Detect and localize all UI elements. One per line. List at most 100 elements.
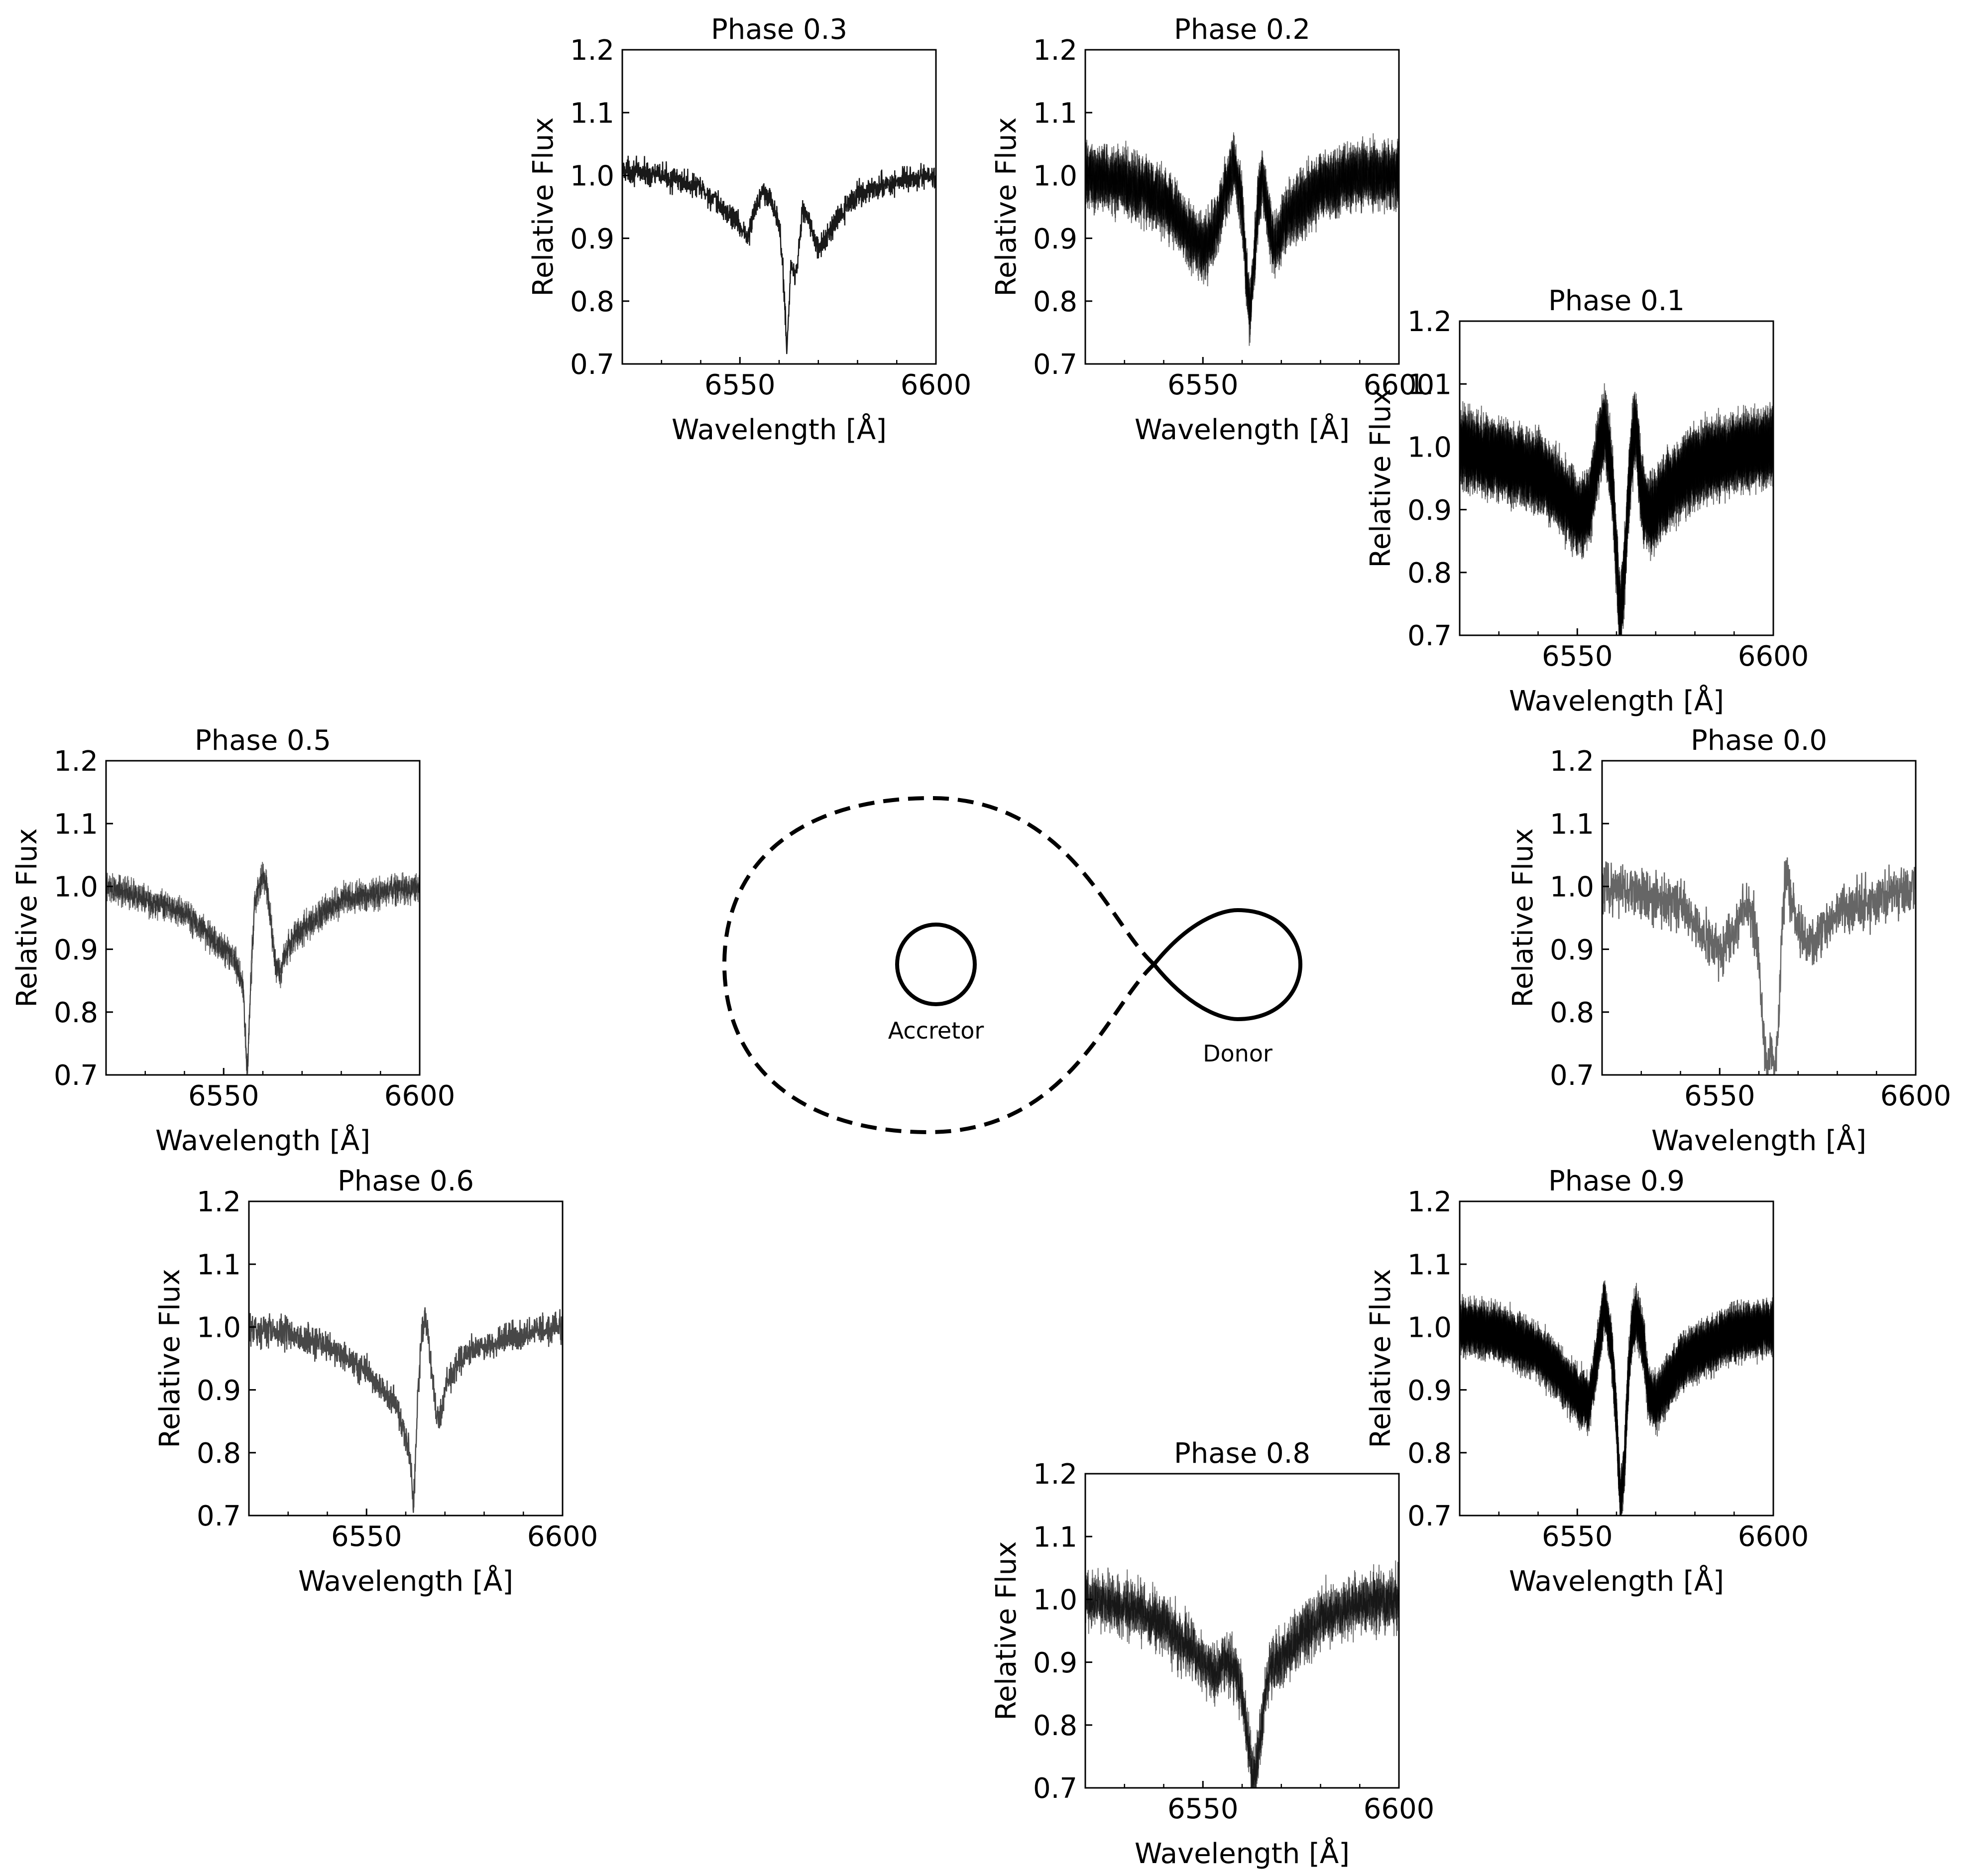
x-tick-label: 6550: [1167, 369, 1239, 401]
panel-phase-0-5: 0.7 0.8 0.9 1.0 1.1 1.2 6550 6600 Phase 0.5 Wavel…: [11, 724, 455, 1157]
y-tick-label: 0.9: [1407, 494, 1452, 527]
panel-title: Phase 0.9: [1548, 1165, 1685, 1197]
y-tick-label: 1.1: [1550, 808, 1594, 840]
y-tick-label: 0.8: [570, 286, 614, 318]
y-tick-label: 1.2: [1407, 306, 1452, 338]
y-axis-label: Relative Flux: [11, 828, 43, 1007]
y-tick-label: 1.1: [54, 808, 98, 840]
panel-title: Phase 0.5: [195, 724, 331, 757]
y-axis-label: Relative Flux: [1365, 388, 1397, 568]
y-tick-label: 1.0: [1033, 160, 1077, 193]
x-tick-label: 6600: [1880, 1080, 1952, 1112]
y-axis-label: Relative Flux: [1365, 1269, 1397, 1448]
x-tick-label: 6600: [384, 1080, 456, 1112]
spectrum-line: [622, 155, 936, 354]
y-tick-label: 0.9: [1550, 934, 1594, 966]
spectrum-series: [1085, 132, 1399, 346]
x-tick-label: 6550: [1684, 1080, 1755, 1112]
panel-title: Phase 0.8: [1174, 1437, 1310, 1470]
y-tick-label: 1.0: [1550, 871, 1594, 904]
panel-phase-0-0: 0.7 0.8 0.9 1.0 1.1 1.2 6550 6600 Phase 0.0 Wavel…: [1507, 724, 1951, 1157]
panel-title: Phase 0.2: [1174, 13, 1310, 46]
spectrum-series: [249, 1307, 563, 1513]
y-tick-label: 1.2: [1407, 1186, 1452, 1218]
spectrum-line: [1460, 1281, 1773, 1516]
x-axis-label: Wavelength [Å]: [1509, 1565, 1724, 1598]
y-axis-label: Relative Flux: [990, 117, 1023, 296]
y-tick-label: 0.7: [570, 349, 614, 381]
y-tick-label: 1.0: [1407, 1312, 1452, 1344]
y-tick-label: 1.1: [1407, 368, 1452, 401]
y-tick-label: 0.7: [1550, 1059, 1594, 1092]
x-axis-label: Wavelength [Å]: [155, 1124, 370, 1157]
spectrum-line: [1085, 137, 1399, 317]
y-tick-label: 0.9: [570, 223, 614, 255]
y-tick-label: 1.0: [570, 160, 614, 193]
y-tick-label: 1.1: [1407, 1249, 1452, 1281]
y-axis-label: Relative Flux: [990, 1541, 1023, 1720]
y-tick-label: 0.8: [54, 997, 98, 1029]
y-tick-label: 0.8: [1033, 1710, 1077, 1742]
y-tick-label: 1.0: [54, 871, 98, 904]
panel-phase-0-1: 0.7 0.8 0.9 1.0 1.1 1.2 6550 6600 Phase 0.1 Wavel…: [1365, 285, 1809, 717]
y-tick-label: 0.7: [1033, 1772, 1077, 1805]
spectrum-line: [1085, 1562, 1399, 1788]
y-tick-label: 0.7: [1407, 620, 1452, 652]
spectrum-line: [249, 1307, 563, 1513]
x-tick-label: 6550: [704, 369, 776, 401]
y-tick-label: 1.2: [1550, 745, 1594, 778]
donor-label: Donor: [1203, 1040, 1272, 1067]
x-tick-label: 6550: [331, 1521, 402, 1553]
binary-diagram: Accretor Donor: [722, 796, 1303, 1135]
y-tick-label: 0.7: [54, 1059, 98, 1092]
x-tick-label: 6600: [1738, 640, 1809, 673]
y-tick-label: 1.0: [197, 1312, 241, 1344]
y-tick-label: 0.9: [1407, 1375, 1452, 1407]
panel-title: Phase 0.1: [1548, 285, 1685, 317]
accretor-star: [895, 923, 977, 1006]
panel-phase-0-8: 0.7 0.8 0.9 1.0 1.1 1.2 6550 6600 Phase 0.8 Wavel…: [990, 1437, 1434, 1870]
x-axis-label: Wavelength [Å]: [298, 1565, 513, 1598]
y-tick-label: 1.1: [197, 1249, 241, 1281]
y-tick-label: 0.8: [1407, 1437, 1452, 1470]
x-tick-label: 6600: [527, 1521, 598, 1553]
spectrum-line: [1460, 393, 1773, 635]
x-axis-label: Wavelength [Å]: [1651, 1124, 1866, 1157]
x-axis-label: Wavelength [Å]: [1509, 685, 1724, 717]
y-tick-label: 0.8: [1550, 997, 1594, 1029]
y-tick-label: 0.7: [1033, 349, 1077, 381]
x-axis-label: Wavelength [Å]: [1135, 1837, 1350, 1870]
y-tick-label: 0.9: [54, 934, 98, 966]
y-tick-label: 1.2: [197, 1186, 241, 1218]
x-tick-label: 6550: [1542, 1521, 1613, 1553]
donor-roche-lobe: [1151, 908, 1303, 1022]
y-axis-label: Relative Flux: [154, 1269, 186, 1448]
panel-phase-0-2: 0.7 0.8 0.9 1.0 1.1 1.2 6550 6600 Phase 0.2 Wavel…: [990, 13, 1434, 446]
panel-title: Phase 0.3: [711, 13, 847, 46]
y-tick-label: 0.8: [1033, 286, 1077, 318]
x-tick-label: 6600: [1364, 1793, 1435, 1825]
axes-frame: [248, 1200, 564, 1517]
spectrum-series: [1460, 1280, 1773, 1516]
axes-frame: [621, 49, 937, 365]
y-tick-label: 0.8: [197, 1437, 241, 1470]
y-tick-label: 1.0: [1033, 1584, 1077, 1617]
spectrum-line: [106, 863, 420, 1074]
spectrum-series: [622, 155, 936, 354]
y-tick-label: 0.8: [1407, 557, 1452, 589]
y-tick-label: 1.1: [1033, 1521, 1077, 1553]
y-tick-label: 0.9: [1033, 1647, 1077, 1679]
y-tick-label: 1.2: [1033, 34, 1077, 67]
y-tick-label: 1.0: [1407, 432, 1452, 464]
x-tick-label: 6550: [1542, 640, 1613, 673]
x-tick-label: 6600: [1364, 369, 1435, 401]
panel-title: Phase 0.6: [338, 1165, 474, 1197]
accretor-label: Accretor: [888, 1017, 984, 1044]
x-tick-label: 6600: [901, 369, 972, 401]
y-tick-label: 0.7: [1407, 1500, 1452, 1532]
spectrum-series: [106, 862, 420, 1075]
y-tick-label: 0.9: [197, 1375, 241, 1407]
panel-phase-0-3: 0.7 0.8 0.9 1.0 1.1 1.2 6550 6600 Phase 0.3 Wavel…: [527, 13, 971, 446]
y-tick-label: 0.7: [197, 1500, 241, 1532]
